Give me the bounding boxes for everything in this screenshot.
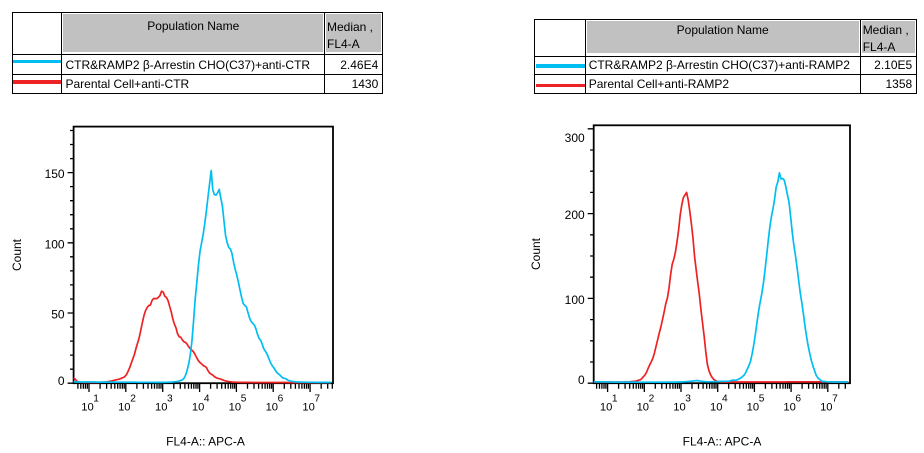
svg-text:150: 150 [45,167,65,181]
svg-text:6: 6 [278,393,284,404]
svg-text:50: 50 [51,308,65,322]
svg-text:1: 1 [93,393,99,404]
svg-text:2: 2 [649,393,655,404]
svg-text:4: 4 [722,393,728,404]
svg-text:10: 10 [710,402,722,414]
svg-text:3: 3 [167,393,173,404]
svg-text:100: 100 [565,293,585,307]
svg-text:10: 10 [266,402,278,414]
svg-text:10: 10 [747,402,759,414]
svg-text:10: 10 [118,402,130,414]
svg-text:0: 0 [58,374,65,388]
svg-text:10: 10 [302,402,314,414]
svg-text:10: 10 [783,402,795,414]
svg-text:7: 7 [832,393,838,404]
svg-text:5: 5 [241,393,247,404]
svg-text:2: 2 [130,393,136,404]
svg-text:Count: Count [529,237,543,270]
svg-text:10: 10 [81,402,93,414]
svg-text:6: 6 [795,393,801,404]
svg-text:100: 100 [45,237,65,251]
svg-text:7: 7 [314,393,320,404]
svg-text:10: 10 [600,402,612,414]
svg-text:10: 10 [155,402,167,414]
svg-text:5: 5 [759,393,765,404]
svg-text:300: 300 [565,131,585,145]
svg-text:10: 10 [192,402,204,414]
svg-text:10: 10 [637,402,649,414]
svg-text:10: 10 [673,402,685,414]
svg-text:1: 1 [612,393,618,404]
svg-text:10: 10 [229,402,241,414]
svg-text:0: 0 [578,373,585,387]
svg-text:FL4-A:: APC-A: FL4-A:: APC-A [683,434,762,448]
svg-text:4: 4 [204,393,210,404]
svg-text:FL4-A:: APC-A: FL4-A:: APC-A [166,434,245,448]
svg-text:Count: Count [10,238,24,271]
svg-text:10: 10 [820,402,832,414]
svg-text:200: 200 [565,208,585,222]
svg-text:3: 3 [685,393,691,404]
